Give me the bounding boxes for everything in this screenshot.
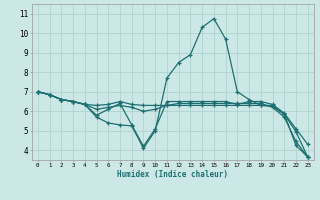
X-axis label: Humidex (Indice chaleur): Humidex (Indice chaleur) [117,170,228,179]
